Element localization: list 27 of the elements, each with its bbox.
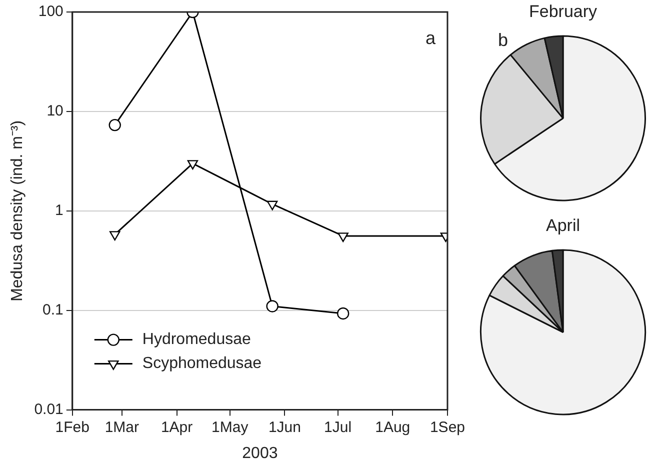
x-tick-label: 1Aug <box>375 418 410 436</box>
x-tick-label: 1Feb <box>55 418 90 436</box>
x-tick-label: 1Apr <box>160 418 193 436</box>
x-tick-label: 1Mar <box>104 418 140 436</box>
point <box>109 231 120 241</box>
x-tick-label: 1May <box>212 418 249 436</box>
point <box>187 160 198 170</box>
point <box>266 200 278 210</box>
legend-label: Scyphomedusae <box>142 355 262 372</box>
annotation: a <box>425 28 436 48</box>
chart-title: February <box>528 2 598 21</box>
point <box>336 307 350 320</box>
y-tick-label: 1 <box>55 202 64 220</box>
text: b <box>498 30 508 50</box>
point <box>266 300 278 312</box>
y-tick-label: 0.01 <box>34 400 64 418</box>
y-axis-title: Medusa density (ind. m⁻³) <box>9 120 26 302</box>
legend-label: Hydromedusae <box>142 331 251 348</box>
x-tick-label: 1Jul <box>324 418 352 436</box>
x-axis-title: 2003 <box>242 444 278 462</box>
y-tick-label: 10 <box>46 102 64 120</box>
point <box>338 232 348 242</box>
y-tick-label: 100 <box>38 3 64 20</box>
y-tick-label: 0.1 <box>42 301 64 318</box>
x-tick-label: 1Jun <box>268 418 301 436</box>
chart-title: April <box>546 216 580 235</box>
x-tick-label: 1Sep <box>430 418 466 436</box>
